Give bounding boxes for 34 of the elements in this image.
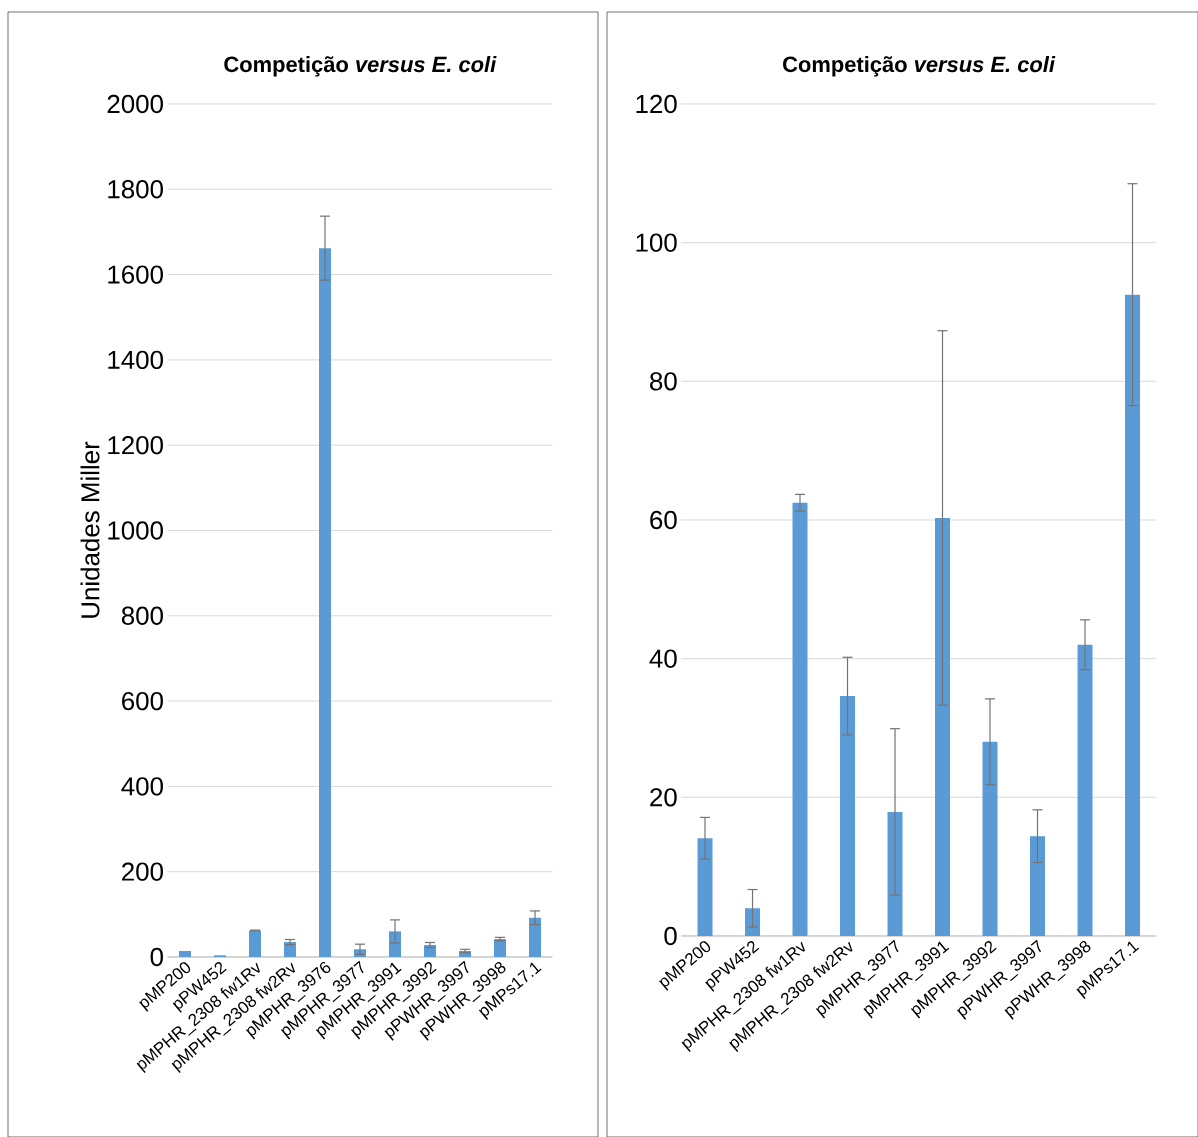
y-tick-label: 1800 bbox=[108, 180, 163, 199]
bar bbox=[319, 248, 332, 957]
y-tick-label: 60 bbox=[650, 510, 677, 530]
y-tick-label: 40 bbox=[649, 649, 677, 668]
chart-title: Competição versus E. coli bbox=[783, 56, 1056, 77]
y-tick-label: 800 bbox=[121, 606, 163, 625]
bar bbox=[1030, 836, 1046, 936]
y-tick-label: 20 bbox=[650, 788, 677, 807]
bar bbox=[1077, 644, 1093, 936]
y-tick-label: 600 bbox=[122, 691, 163, 711]
bar bbox=[935, 517, 951, 936]
y-tick-label: 120 bbox=[636, 94, 677, 114]
bar bbox=[792, 502, 808, 936]
y-tick-label: 200 bbox=[122, 862, 163, 881]
y-tick-label: 80 bbox=[650, 372, 677, 391]
y-tick-label: 1400 bbox=[108, 350, 163, 370]
bar bbox=[840, 696, 856, 936]
y-tick-label: 100 bbox=[636, 233, 677, 252]
bar bbox=[179, 951, 192, 957]
y-tick-label: 1200 bbox=[108, 436, 163, 455]
bar bbox=[494, 939, 507, 957]
y-tick-label: 400 bbox=[121, 777, 163, 796]
bar bbox=[424, 945, 437, 957]
bar bbox=[529, 917, 542, 957]
y-tick-label: 2000 bbox=[107, 94, 163, 114]
chart-title: Competição versus E. coli bbox=[224, 56, 497, 77]
bar bbox=[982, 741, 998, 936]
bar bbox=[1125, 294, 1141, 936]
bar bbox=[284, 942, 297, 957]
y-tick-label: 1600 bbox=[108, 265, 163, 284]
bar bbox=[697, 838, 713, 936]
bar bbox=[249, 930, 262, 957]
y-axis-title: Unidades Miller bbox=[80, 441, 100, 618]
y-tick-label: 1000 bbox=[108, 521, 163, 540]
